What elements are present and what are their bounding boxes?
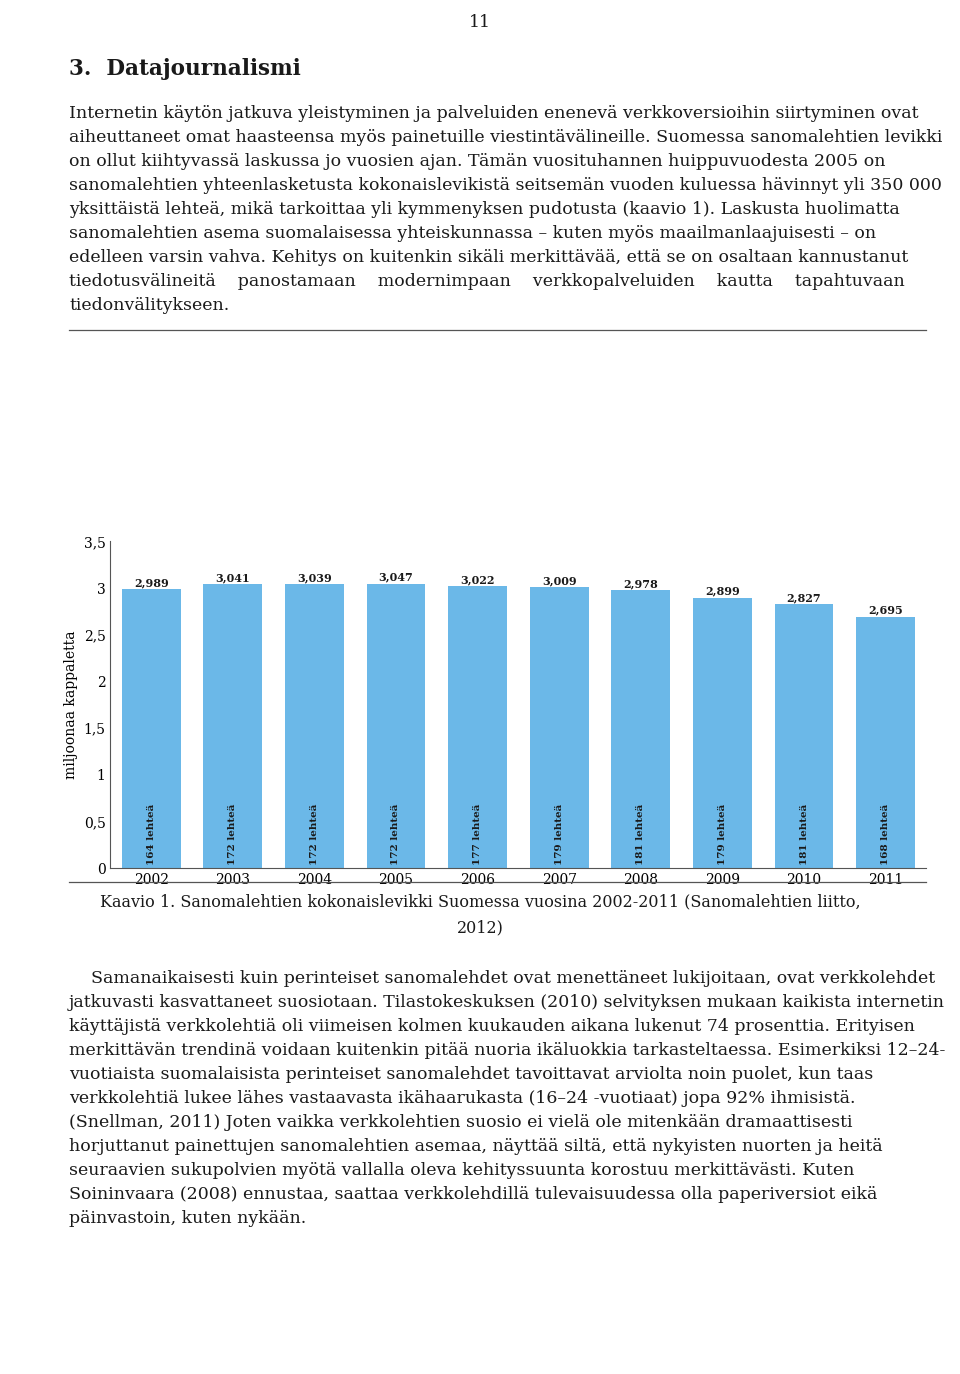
Text: 2012): 2012): [457, 919, 503, 936]
Text: 2,899: 2,899: [705, 585, 740, 596]
Text: sanomalehtien yhteenlasketusta kokonaislevikistä seitsemän vuoden kuluessa hävin: sanomalehtien yhteenlasketusta kokonaisl…: [69, 177, 942, 194]
Text: käyttäjistä verkkolehtiä oli viimeisen kolmen kuukauden aikana lukenut 74 prosen: käyttäjistä verkkolehtiä oli viimeisen k…: [69, 1018, 915, 1035]
Text: jatkuvasti kasvattaneet suosiotaan. Tilastokeskuksen (2010) selvityksen mukaan k: jatkuvasti kasvattaneet suosiotaan. Tila…: [69, 995, 945, 1011]
Bar: [285, 584, 344, 868]
Text: 2,695: 2,695: [868, 605, 903, 616]
Text: 3,009: 3,009: [541, 576, 577, 587]
Text: 168 lehteä: 168 lehteä: [881, 804, 890, 864]
Bar: [122, 589, 180, 868]
Text: 177 lehteä: 177 lehteä: [473, 804, 482, 864]
Text: merkittävän trendinä voidaan kuitenkin pitää nuoria ikäluokkia tarkasteltaessa. : merkittävän trendinä voidaan kuitenkin p…: [69, 1041, 946, 1059]
Text: aiheuttaneet omat haasteensa myös painetuille viestintävälineille. Suomessa sano: aiheuttaneet omat haasteensa myös painet…: [69, 129, 943, 146]
Text: 11: 11: [469, 14, 491, 32]
Bar: [367, 584, 425, 868]
Text: 3,047: 3,047: [378, 572, 414, 583]
Text: Internetin käytön jatkuva yleistyminen ja palveluiden enenevä verkkoversioihin s: Internetin käytön jatkuva yleistyminen j…: [69, 106, 919, 122]
Text: 179 lehteä: 179 lehteä: [555, 804, 564, 864]
Text: 172 lehteä: 172 lehteä: [228, 804, 237, 864]
Bar: [775, 605, 833, 868]
Text: 3,039: 3,039: [297, 573, 332, 584]
Text: 2,827: 2,827: [786, 592, 822, 603]
Bar: [856, 617, 915, 868]
Text: Kaavio 1. Sanomalehtien kokonaislevikki Suomessa vuosina 2002-2011 (Sanomalehtie: Kaavio 1. Sanomalehtien kokonaislevikki …: [100, 893, 860, 910]
Bar: [530, 587, 588, 868]
Text: edelleen varsin vahva. Kehitys on kuitenkin sikäli merkittävää, että se on osalt: edelleen varsin vahva. Kehitys on kuiten…: [69, 250, 908, 267]
Text: 164 lehteä: 164 lehteä: [147, 804, 156, 864]
Text: päinvastoin, kuten nykään.: päinvastoin, kuten nykään.: [69, 1210, 306, 1227]
Y-axis label: miljoonaa kappaletta: miljoonaa kappaletta: [64, 631, 78, 779]
Text: 172 lehteä: 172 lehteä: [310, 804, 319, 864]
Text: 172 lehteä: 172 lehteä: [392, 804, 400, 864]
Text: 181 lehteä: 181 lehteä: [800, 804, 808, 864]
Text: (Snellman, 2011) Joten vaikka verkkolehtien suosio ei vielä ole mitenkään dramaa: (Snellman, 2011) Joten vaikka verkkoleht…: [69, 1114, 852, 1131]
Text: 181 lehteä: 181 lehteä: [636, 804, 645, 864]
Text: 179 lehteä: 179 lehteä: [718, 804, 727, 864]
Text: verkkolehtiä lukee lähes vastaavasta ikähaarukasta (16–24 -vuotiaat) jopa 92% ih: verkkolehtiä lukee lähes vastaavasta ikä…: [69, 1091, 855, 1107]
Text: vuotiaista suomalaisista perinteiset sanomalehdet tavoittavat arviolta noin puol: vuotiaista suomalaisista perinteiset san…: [69, 1066, 874, 1083]
Text: seuraavien sukupolvien myötä vallalla oleva kehityssuunta korostuu merkittävästi: seuraavien sukupolvien myötä vallalla ol…: [69, 1162, 854, 1179]
Bar: [693, 598, 752, 868]
Text: 3,022: 3,022: [461, 574, 494, 585]
Text: Samanaikaisesti kuin perinteiset sanomalehdet ovat menettäneet lukijoitaan, ovat: Samanaikaisesti kuin perinteiset sanomal…: [69, 970, 935, 987]
Text: on ollut kiihtyvassä laskussa jo vuosien ajan. Tämän vuosituhannen huippuvuodest: on ollut kiihtyvassä laskussa jo vuosien…: [69, 153, 886, 170]
Text: sanomalehtien asema suomalaisessa yhteiskunnassa – kuten myös maailmanlaajuisest: sanomalehtien asema suomalaisessa yhteis…: [69, 225, 876, 242]
Text: 3.  Datajournalismi: 3. Datajournalismi: [69, 58, 300, 80]
Bar: [204, 584, 262, 868]
Text: tiedonvälitykseen.: tiedonvälitykseen.: [69, 297, 229, 315]
Text: tiedotusvälineitä    panostamaan    modernimpaan    verkkopalveluiden    kautta : tiedotusvälineitä panostamaan modernimpa…: [69, 273, 905, 290]
Bar: [448, 587, 507, 868]
Text: yksittäistä lehteä, mikä tarkoittaa yli kymmenyksen pudotusta (kaavio 1). Laskus: yksittäistä lehteä, mikä tarkoittaa yli …: [69, 202, 900, 218]
Bar: [612, 589, 670, 868]
Text: horjuttanut painettujen sanomalehtien asemaa, näyttää siltä, että nykyisten nuor: horjuttanut painettujen sanomalehtien as…: [69, 1138, 883, 1156]
Text: 3,041: 3,041: [215, 572, 251, 583]
Text: 2,978: 2,978: [623, 578, 659, 589]
Text: 2,989: 2,989: [133, 577, 169, 588]
Text: Soininvaara (2008) ennustaa, saattaa verkkolehdillä tulevaisuudessa olla paperiv: Soininvaara (2008) ennustaa, saattaa ver…: [69, 1187, 877, 1204]
